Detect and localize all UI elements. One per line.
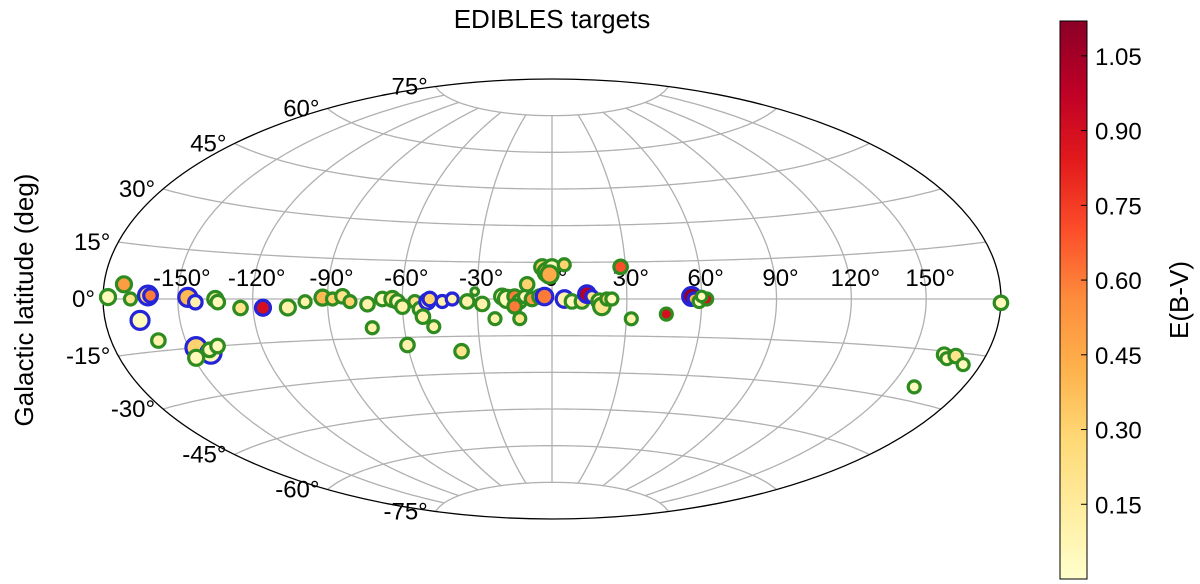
parallel-line [234, 142, 870, 190]
target-point [539, 264, 560, 285]
target-point [414, 308, 432, 326]
lat-tick-label: 0° [72, 286, 95, 313]
target-point [342, 294, 358, 310]
latitude-tick-labels: -75° -60° -45° -30°-15° 0° 15° 30° 45° 60° 75° [66, 73, 428, 525]
lon-tick-label: -30° [459, 265, 503, 292]
colorbar-tick-label: 0.60 [1095, 268, 1142, 295]
target-point [518, 275, 536, 293]
lat-tick-label: -15° [66, 343, 110, 370]
target-point [694, 289, 709, 304]
lat-tick-label: 60° [283, 95, 319, 122]
target-point [399, 336, 416, 354]
target-point [906, 379, 922, 395]
target-point [955, 356, 971, 373]
lat-tick-label: -45° [182, 442, 226, 469]
parallel-line [162, 188, 942, 227]
target-point [487, 311, 503, 327]
parallel-line [435, 86, 669, 117]
target-point [469, 286, 481, 297]
lat-tick-label: 45° [190, 130, 226, 157]
lon-tick-label: 150° [905, 265, 955, 292]
target-point [364, 320, 380, 336]
target-point [129, 309, 151, 331]
target-point [458, 293, 476, 310]
target-point [444, 291, 460, 307]
target-point [187, 348, 206, 367]
target-point [232, 299, 249, 317]
colorbar-ticks: 0.15 0.30 0.45 0.60 0.75 0.90 1.05 [1081, 44, 1142, 519]
target-point [426, 319, 442, 335]
target-point [512, 310, 528, 327]
lon-tick-label: -90° [309, 265, 353, 292]
lon-tick-label: -150° [153, 265, 211, 292]
target-point [612, 258, 629, 276]
parallel-line [162, 371, 942, 410]
target-point [359, 295, 376, 313]
target-point [473, 295, 491, 313]
target-point [114, 275, 134, 294]
target-point [534, 286, 555, 307]
lon-tick-label: 120° [831, 265, 881, 292]
lat-tick-label: -75° [383, 499, 427, 526]
target-point [209, 293, 227, 311]
lat-tick-label: -30° [111, 396, 155, 423]
colorbar-tick-label: 0.90 [1095, 119, 1142, 146]
target-point [98, 288, 118, 307]
lat-tick-label: -60° [275, 477, 319, 504]
colorbar-tick-label: 0.30 [1095, 418, 1142, 445]
target-point [253, 298, 273, 317]
target-point [604, 291, 620, 307]
lon-tick-label: -60° [384, 265, 428, 292]
colorbar-gradient [1059, 20, 1088, 580]
parallel-line [435, 481, 669, 512]
lat-tick-label: 15° [74, 229, 110, 256]
target-point [453, 342, 470, 360]
target-point [394, 298, 411, 316]
target-point [623, 311, 639, 327]
target-point [209, 337, 226, 355]
target-point [278, 298, 297, 317]
lon-tick-label: -120° [228, 265, 286, 292]
parallel-line [327, 445, 777, 491]
y-axis-label: Galactic latitude (deg) [9, 174, 39, 427]
target-point [297, 294, 313, 310]
lat-tick-label: 30° [119, 176, 155, 203]
parallel-line [327, 107, 777, 153]
lon-tick-label: 90° [762, 265, 798, 292]
parallel-line [234, 408, 870, 456]
target-point [122, 291, 139, 307]
chart-title: EDIBLES targets [454, 4, 651, 34]
lat-tick-label: 75° [391, 73, 427, 100]
colorbar-tick-label: 0.75 [1095, 193, 1142, 220]
parallel-line [118, 335, 986, 357]
colorbar-label: E(B-V) [1164, 261, 1194, 339]
target-point [992, 294, 1010, 312]
target-point [186, 293, 204, 311]
colorbar: 0.15 0.30 0.45 0.60 0.75 0.90 1.05 E(B-V) [1059, 20, 1194, 580]
target-points [98, 257, 1010, 395]
colorbar-tick-label: 0.45 [1095, 343, 1142, 370]
colorbar-tick-label: 1.05 [1095, 44, 1142, 71]
target-point [556, 257, 572, 273]
target-point [142, 287, 159, 304]
target-point [421, 290, 439, 308]
colorbar-tick-label: 0.15 [1095, 492, 1142, 519]
target-point [658, 306, 674, 322]
target-point [150, 332, 167, 349]
